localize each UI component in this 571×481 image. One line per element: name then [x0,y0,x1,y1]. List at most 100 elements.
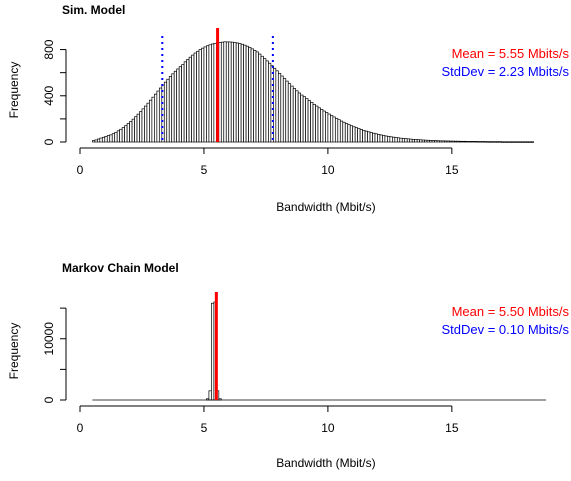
panel1-bar [191,54,195,143]
panel1-bar [173,70,178,143]
panel1-bar [493,141,497,143]
panel1-bar [357,128,361,143]
panel1-bar [163,81,168,143]
panel1-bar [292,88,297,143]
panel1-bar [362,129,366,143]
panel1-bar [188,56,192,143]
panel1-bar [233,42,237,143]
panel1-bar [367,131,371,143]
panel1-bar [206,45,210,143]
panel1-bar [473,141,477,143]
panel1-bar [225,41,230,143]
panel1-bar [387,135,391,143]
panel1-y-tick-label: 400 [42,85,56,105]
panel1-bar [250,48,254,143]
panel1-bar [134,116,138,143]
panel2-sd-annotation: StdDev = 0.10 Mbits/s [441,322,569,337]
panel1-bar [513,141,517,143]
panel1-bar [496,141,500,143]
panel1-bar [208,44,212,143]
panel1-y-tick-label: 800 [42,39,56,59]
panel1-bar [503,141,507,143]
panel1-x-tick-label: 10 [321,163,335,177]
panel1-bar [352,126,356,143]
panel1-bar [104,135,108,143]
panel1-bar [354,127,358,143]
panel1-bar [198,49,202,143]
panel1-bar [124,125,128,143]
panel1-bar [181,64,185,143]
panel1-bar [399,137,403,143]
panel1-bar [121,127,125,143]
panel1-bar [429,140,433,143]
panel1-bar [330,115,334,143]
panel1-bar [92,140,96,143]
panel1-bar [515,141,520,143]
panel1-bar [441,140,445,143]
panel1-bar [525,141,530,143]
panel1-bar [280,75,284,143]
panel1-bar [463,140,468,143]
panel1-bar [322,110,326,143]
panel1-bar [258,53,262,143]
panel1-bar [211,43,215,143]
panel1-bar [315,105,319,143]
panel1-bar [436,140,440,143]
panel1-bar [275,70,279,143]
panel1-bar [334,118,339,143]
panel2-y-axis-label: Frequency [7,323,21,380]
panel1-bar [243,44,247,143]
panel1-bar [468,141,473,143]
panel1-bar [154,93,158,143]
panel1-bar [300,94,304,143]
panel1-x-tick-label: 0 [77,163,84,177]
panel1-bar [245,45,249,143]
panel1-bar [518,141,522,143]
panel1-bar [146,102,150,143]
panel2-mean-annotation: Mean = 5.50 Mbits/s [452,304,570,319]
panel1-bar [196,50,200,143]
panel1-bar [260,55,264,143]
panel1-bar [119,128,123,143]
panel1-bar [347,124,351,143]
panel1-bar [129,121,133,143]
panel1-bar [176,68,180,143]
panel1-bar [359,129,363,143]
panel1-bar [94,139,98,143]
panel1-bar [530,141,534,143]
panel1-bar [528,141,532,143]
panel1-bar [404,138,408,143]
panel1-bar [213,42,217,143]
panel1-y-axis-label: Frequency [7,62,21,119]
panel1-bar [421,139,425,143]
panel1-x-tick-label: 15 [445,163,459,177]
panel1-bar [228,41,232,143]
panel1-bar [193,52,197,143]
panel1-bar [344,123,349,143]
panel1-bar [131,118,135,143]
panel2-x-tick-label: 5 [201,421,208,435]
panel1-bar [424,139,428,143]
panel1-bar [171,73,175,143]
panel1-bar [287,83,292,143]
panel1-bar [364,130,368,143]
panel1-bar [434,140,438,143]
panel1-bar [394,137,398,143]
panel1-bar [156,90,160,143]
panel1-bar [444,140,448,143]
panel1-y-tick-label: 0 [42,138,56,145]
panel1-bar [409,138,413,143]
panel1-bar [151,96,155,143]
panel1-bar [481,141,485,143]
panel1-bar [240,43,244,143]
panel1-bar [377,134,381,143]
panel1-bar [201,47,205,143]
panel1-bar [451,140,455,143]
panel1-bar [476,141,480,143]
panel1-bar [297,92,301,143]
panel1-bar [349,125,354,143]
panel1-bar [389,136,393,143]
panel1-bar [379,134,383,143]
panel2-y-tick-label: 0 [42,396,56,403]
